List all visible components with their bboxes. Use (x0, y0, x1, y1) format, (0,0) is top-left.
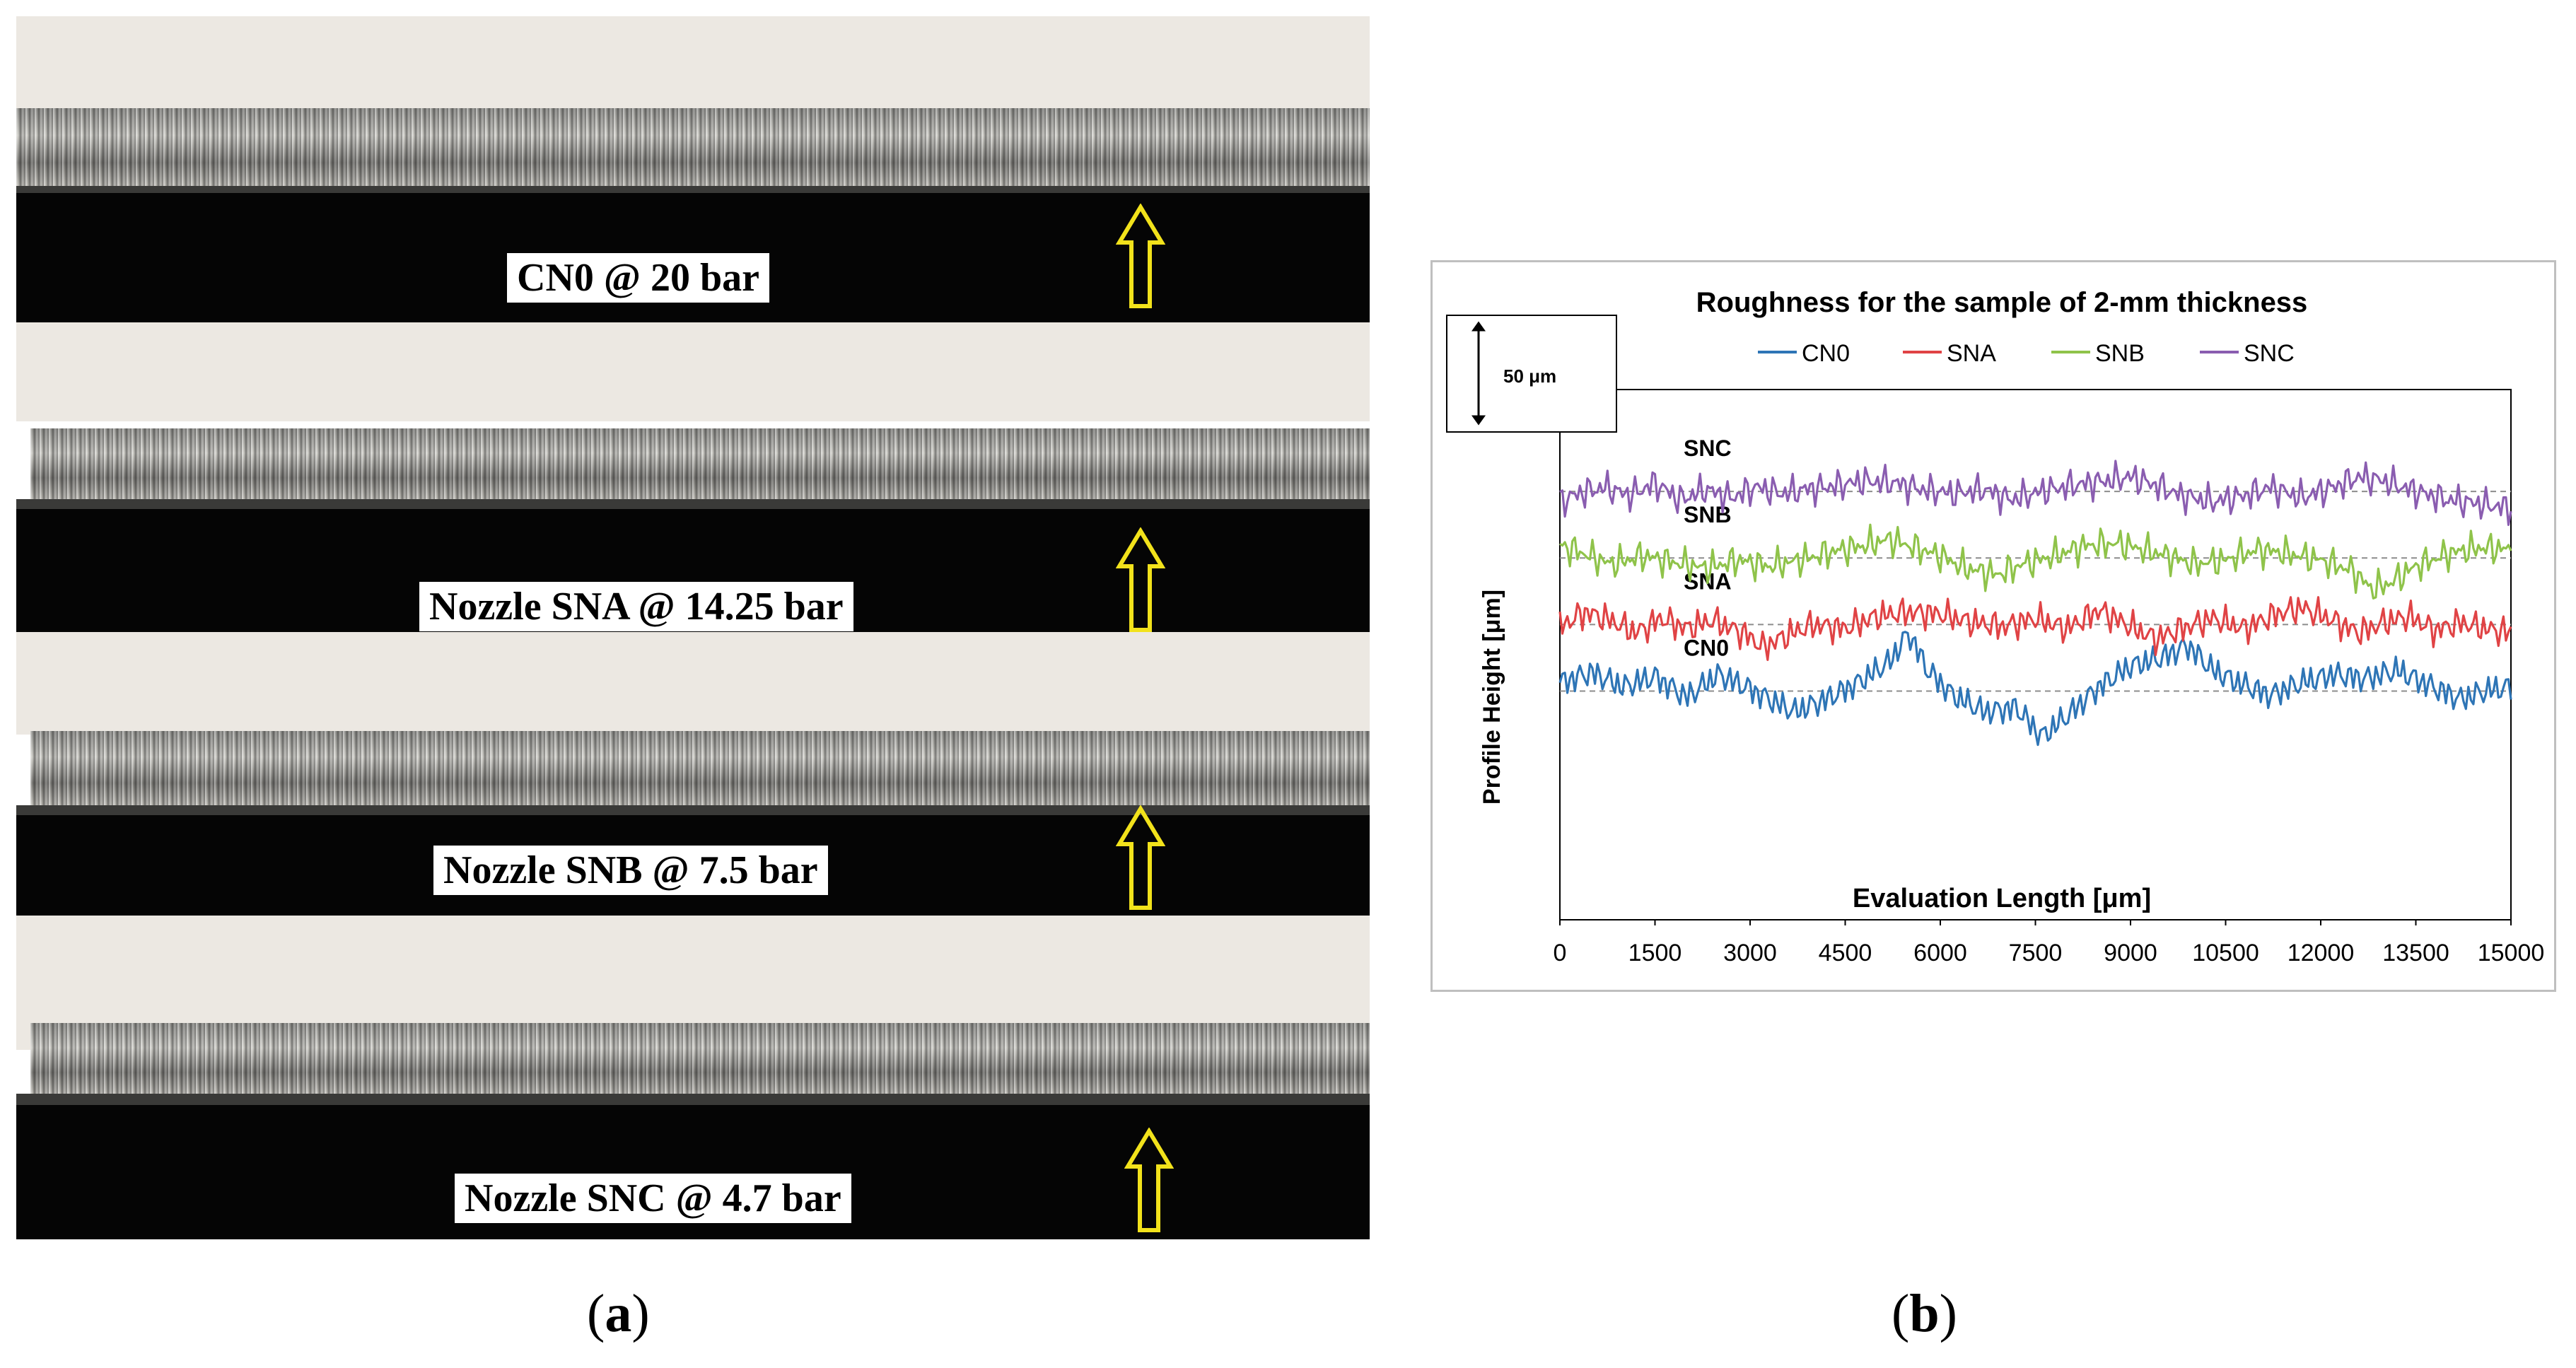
y-axis-label: Profile Height [μm] (1479, 590, 1505, 805)
x-tick-label: 9000 (2104, 940, 2157, 966)
series-label: CN0 (1684, 635, 1729, 660)
x-tick-label: 7500 (2009, 940, 2063, 966)
scale-bar-label: 50 μm (1503, 366, 1556, 387)
legend-label: SNC (2244, 340, 2295, 367)
x-axis-label: Evaluation Length [μm] (1853, 884, 2151, 913)
sample-label: Nozzle SNA @ 14.25 bar (419, 582, 853, 631)
scale-bar-arrow-top (1471, 321, 1486, 332)
x-tick-label: 13500 (2382, 940, 2449, 966)
caption-open-paren: ( (1892, 1284, 1910, 1343)
up-arrow-icon (1116, 204, 1165, 308)
x-tick-label: 10500 (2192, 940, 2259, 966)
photo-strip-snb: Nozzle SNB @ 7.5 bar (16, 632, 1370, 916)
photo-panel-a: CN0 @ 20 bar Nozzle SNA @ 14.25 bar Nozz… (16, 16, 1370, 1239)
x-tick-label: 3000 (1723, 940, 1777, 966)
x-tick-label: 0 (1554, 940, 1567, 966)
scale-bar-box (1446, 315, 1617, 433)
x-tick-label: 12000 (2287, 940, 2355, 966)
series-line-sna (1558, 596, 2512, 661)
chart-title: Roughness for the sample of 2-mm thickne… (1696, 287, 2308, 318)
legend-label: CN0 (1802, 340, 1850, 367)
sample-label: Nozzle SNC @ 4.7 bar (455, 1174, 851, 1223)
photo-strip-sna: Nozzle SNA @ 14.25 bar (16, 322, 1370, 632)
legend-label: SNA (1947, 340, 1996, 367)
caption-a: (a) (587, 1283, 650, 1345)
up-arrow-icon (1116, 805, 1165, 910)
chart-panel-b: Roughness for the sample of 2-mm thickne… (1430, 260, 2556, 992)
caption-close-paren: ) (1939, 1284, 1957, 1343)
roughness-chart: Roughness for the sample of 2-mm thickne… (1446, 287, 2545, 966)
photo-strip-snc: Nozzle SNC @ 4.7 bar (16, 916, 1370, 1239)
sample-label: Nozzle SNB @ 7.5 bar (433, 846, 828, 895)
series-line-snc (1559, 460, 2512, 526)
caption-letter: a (605, 1284, 632, 1343)
up-arrow-icon (1116, 527, 1165, 632)
caption-open-paren: ( (587, 1284, 605, 1343)
sample-label: CN0 @ 20 bar (507, 253, 769, 303)
x-tick-label: 6000 (1913, 940, 1967, 966)
caption-letter: b (1909, 1284, 1940, 1343)
x-tick-label: 1500 (1628, 940, 1682, 966)
caption-b: (b) (1892, 1283, 1957, 1345)
x-tick-label: 4500 (1819, 940, 1872, 966)
up-arrow-icon (1124, 1128, 1174, 1232)
series-line-cn0 (1558, 631, 2512, 747)
scale-bar-arrow-bottom (1471, 415, 1486, 426)
series-line-snb (1559, 523, 2512, 600)
legend-label: SNB (2095, 340, 2145, 367)
series-label: SNC (1684, 435, 1732, 461)
x-tick-label: 15000 (2478, 940, 2545, 966)
photo-strip-cn0: CN0 @ 20 bar (16, 16, 1370, 322)
caption-close-paren: ) (631, 1284, 650, 1343)
